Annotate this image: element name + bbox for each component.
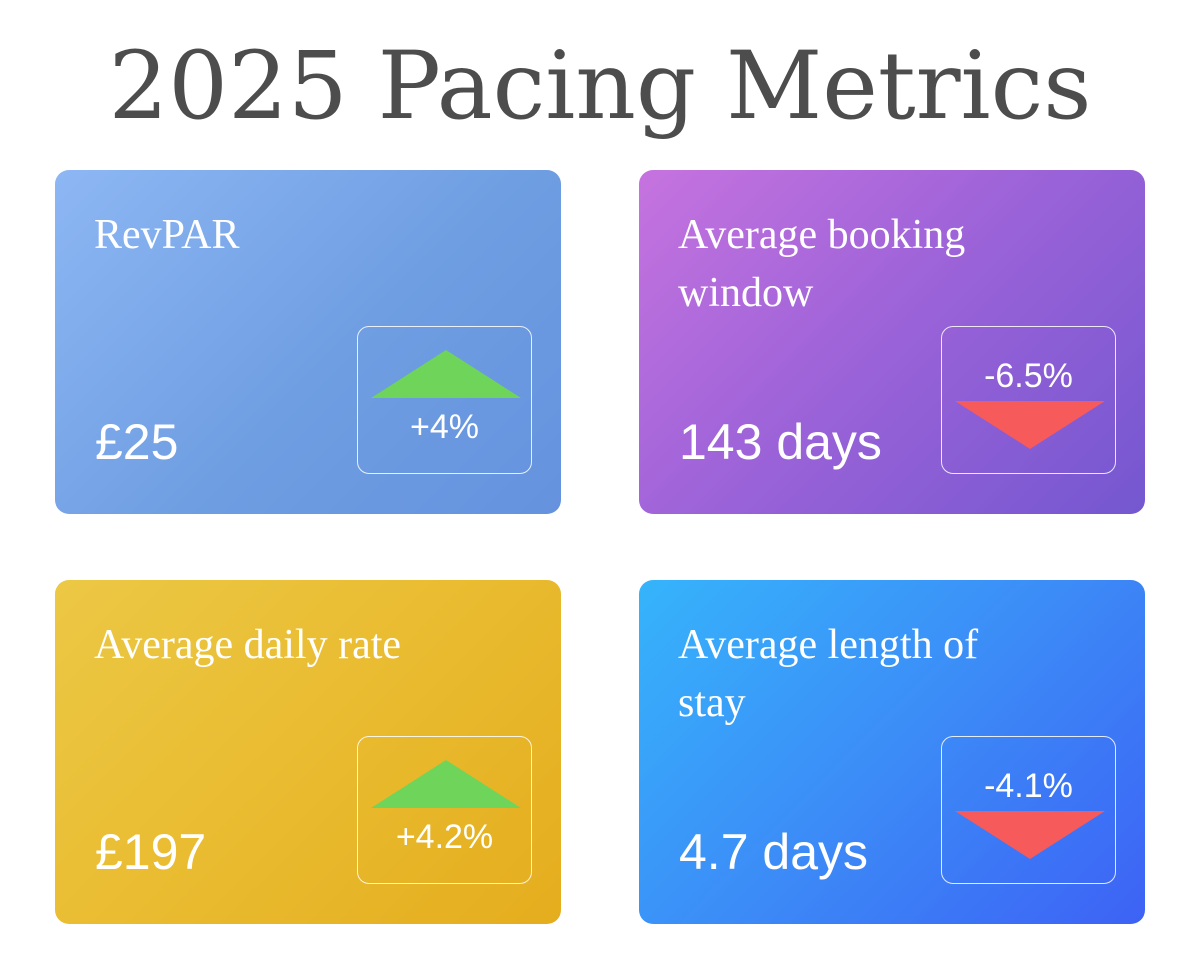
triangle-down-icon	[955, 811, 1105, 859]
metric-card-booking-window: Average booking window 143 days -6.5%	[639, 170, 1145, 514]
metric-title: Average daily rate	[94, 622, 402, 668]
metric-card-length-of-stay: Average length of stay 4.7 days -4.1%	[639, 580, 1145, 924]
metric-title: Average booking window	[678, 212, 966, 316]
metric-value: £25	[95, 414, 179, 470]
change-indicator: -4.1%	[941, 736, 1116, 884]
change-indicator: +4.2%	[357, 736, 532, 884]
change-indicator: -6.5%	[941, 326, 1116, 474]
change-percent: -6.5%	[984, 357, 1073, 395]
triangle-down-icon	[955, 401, 1105, 449]
metric-card-revpar: RevPAR £25 +4%	[55, 170, 561, 514]
change-percent: +4%	[410, 408, 479, 446]
metric-card-daily-rate: Average daily rate £197 +4.2%	[55, 580, 561, 924]
change-percent: -4.1%	[984, 767, 1073, 805]
triangle-up-icon	[371, 760, 521, 808]
triangle-up-icon	[371, 350, 521, 398]
page-title: 2025 Pacing Metrics	[108, 32, 1092, 141]
metric-title: RevPAR	[94, 212, 240, 258]
metric-title: Average length of stay	[678, 622, 979, 726]
metric-value: 4.7 days	[679, 824, 869, 880]
metric-value: 143 days	[679, 414, 882, 470]
change-indicator: +4%	[357, 326, 532, 474]
change-percent: +4.2%	[395, 818, 494, 856]
metric-value: £197	[95, 824, 207, 880]
